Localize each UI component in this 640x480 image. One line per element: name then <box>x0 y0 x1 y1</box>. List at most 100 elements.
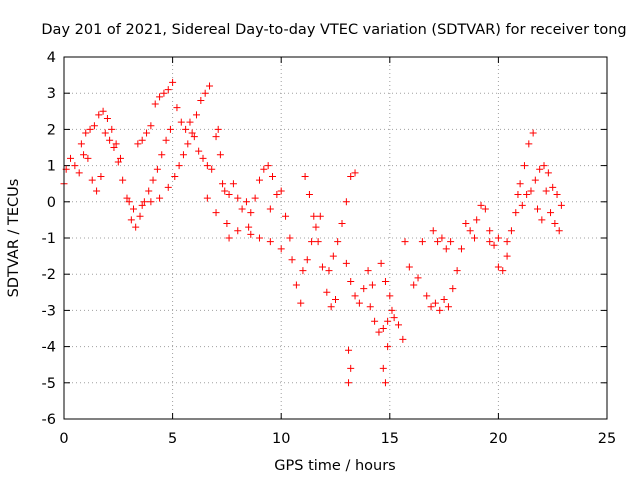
y-tick-label: 1 <box>47 159 56 175</box>
y-tick-label: 2 <box>47 122 56 138</box>
data-point-marker <box>288 256 296 264</box>
data-point-marker <box>377 259 385 267</box>
data-point-marker <box>116 154 124 162</box>
data-point-marker <box>219 180 227 188</box>
data-point-marker <box>473 216 481 224</box>
x-tick-label: 10 <box>272 431 290 447</box>
data-point-marker <box>334 238 342 246</box>
data-point-marker <box>305 191 313 199</box>
data-point-marker <box>438 234 446 242</box>
data-point-marker <box>106 136 114 144</box>
y-tick-label: -1 <box>42 231 56 247</box>
data-point-marker <box>77 140 85 148</box>
x-tick-label: 5 <box>168 431 177 447</box>
data-point-marker <box>199 154 207 162</box>
data-point-marker <box>229 180 237 188</box>
data-point-marker <box>444 303 452 311</box>
data-point-marker <box>251 194 259 202</box>
data-point-marker <box>457 245 465 253</box>
data-point-marker <box>123 194 131 202</box>
data-point-marker <box>214 125 222 133</box>
data-point-marker <box>297 299 305 307</box>
data-point-marker <box>375 328 383 336</box>
data-point-marker <box>490 241 498 249</box>
data-point-marker <box>538 216 546 224</box>
data-point-marker <box>384 343 392 351</box>
data-point-marker <box>93 187 101 195</box>
data-points <box>60 78 565 387</box>
data-point-marker <box>555 227 563 235</box>
data-point-marker <box>99 107 107 115</box>
data-point-marker <box>401 238 409 246</box>
data-point-marker <box>125 198 133 206</box>
data-point-marker <box>90 122 98 130</box>
data-point-marker <box>347 172 355 180</box>
data-point-marker <box>364 267 372 275</box>
data-point-marker <box>130 205 138 213</box>
data-point-marker <box>156 93 164 101</box>
data-point-marker <box>345 346 353 354</box>
data-point-marker <box>477 201 485 209</box>
data-point-marker <box>147 198 155 206</box>
data-point-marker <box>381 379 389 387</box>
data-point-marker <box>332 296 339 304</box>
data-point-marker <box>418 238 426 246</box>
data-point-marker <box>266 238 274 246</box>
data-point-marker <box>527 187 535 195</box>
data-point-marker <box>221 187 229 195</box>
data-point-marker <box>216 151 224 159</box>
data-point-marker <box>138 201 146 209</box>
data-point-marker <box>342 198 350 206</box>
data-point-marker <box>507 227 515 235</box>
data-point-marker <box>423 292 431 300</box>
data-point-marker <box>342 259 350 267</box>
data-point-marker <box>518 201 526 209</box>
data-point-marker <box>112 140 120 148</box>
x-tick-label: 0 <box>59 431 68 447</box>
data-point-marker <box>499 267 507 275</box>
data-point-marker <box>119 176 127 184</box>
data-point-marker <box>192 111 200 119</box>
data-point-marker <box>245 223 253 231</box>
data-point-marker <box>97 172 105 180</box>
data-point-marker <box>166 125 174 133</box>
data-point-marker <box>466 227 474 235</box>
x-tick-label: 25 <box>598 431 616 447</box>
data-point-marker <box>247 230 255 238</box>
y-tick-label: -4 <box>42 340 56 356</box>
data-point-marker <box>184 140 192 148</box>
data-point-marker <box>132 223 140 231</box>
data-point-marker <box>379 325 387 332</box>
data-point-marker <box>238 205 246 213</box>
data-point-marker <box>355 299 363 307</box>
data-point-marker <box>312 223 320 231</box>
data-point-marker <box>134 140 142 148</box>
data-point-marker <box>164 86 172 94</box>
data-point-marker <box>164 183 172 191</box>
data-point-marker <box>542 187 550 195</box>
data-point-marker <box>316 212 324 220</box>
data-point-marker <box>486 238 494 246</box>
data-point-marker <box>399 335 407 343</box>
data-point-marker <box>525 140 533 148</box>
data-point-marker <box>273 191 281 199</box>
data-point-marker <box>110 144 118 151</box>
data-point-marker <box>203 194 211 202</box>
data-point-marker <box>549 183 557 191</box>
data-point-marker <box>512 209 520 217</box>
y-tick-label: 3 <box>47 86 56 102</box>
data-point-marker <box>410 281 418 289</box>
data-point-marker <box>177 118 185 126</box>
data-point-marker <box>80 151 88 159</box>
data-point-marker <box>269 172 277 180</box>
x-axis-label: GPS time / hours <box>274 458 395 474</box>
data-point-marker <box>143 129 151 137</box>
data-point-marker <box>414 274 422 282</box>
y-axis-label: SDTVAR / TECUs <box>6 179 22 298</box>
data-point-marker <box>347 277 355 285</box>
data-point-marker <box>171 172 179 180</box>
data-point-marker <box>345 379 353 387</box>
data-point-marker <box>173 104 181 112</box>
data-point-marker <box>169 78 177 86</box>
data-point-marker <box>351 169 359 177</box>
